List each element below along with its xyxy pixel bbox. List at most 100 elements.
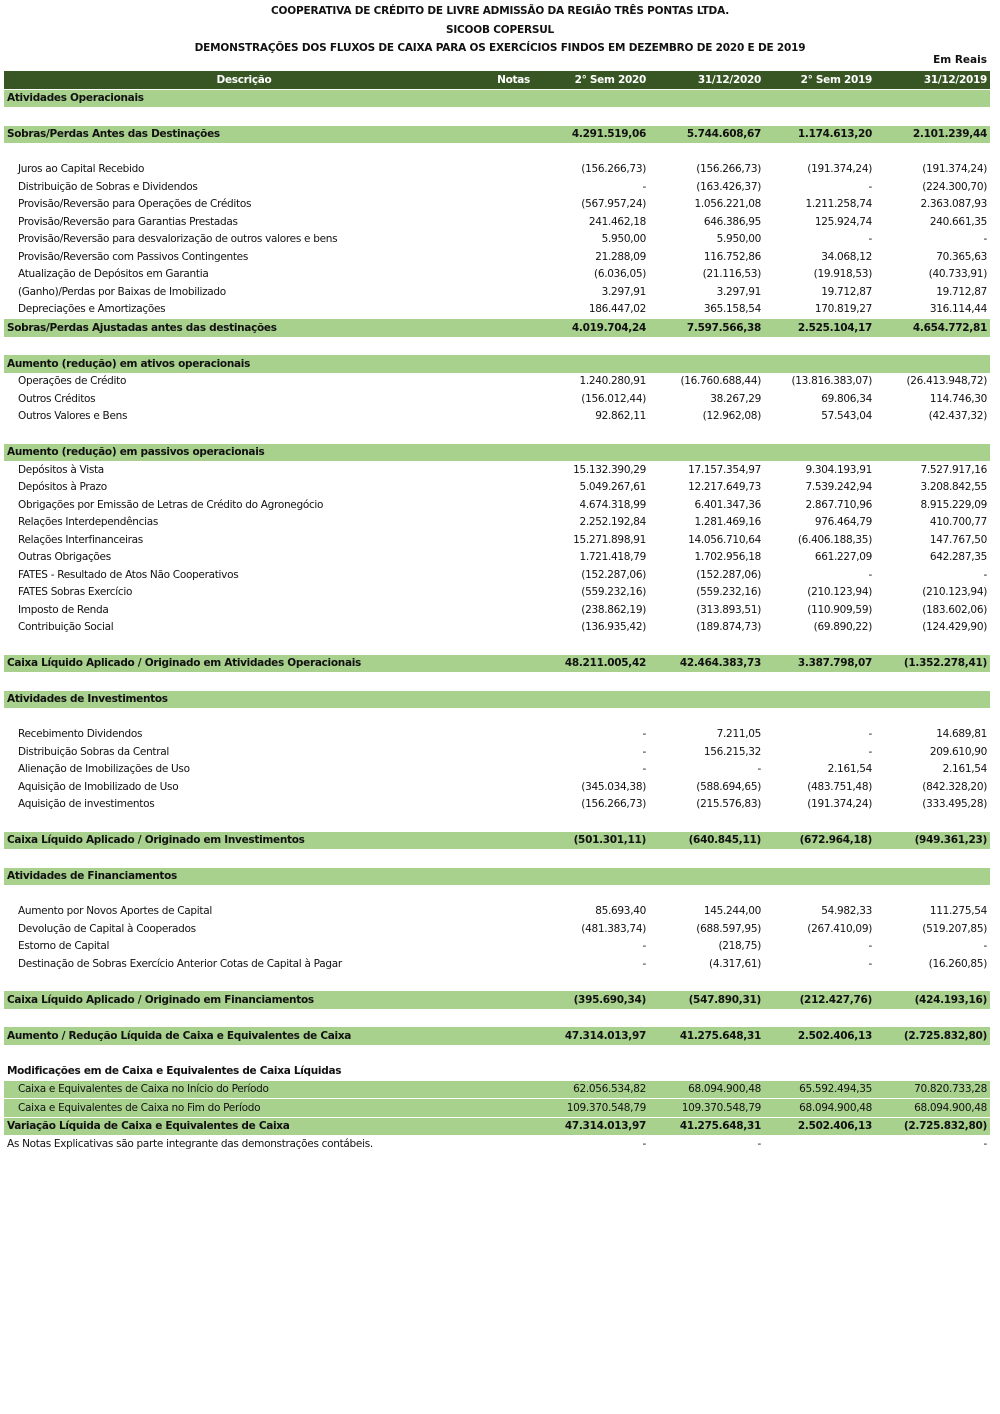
row-value xyxy=(649,443,764,461)
table-row: Operações de Crédito 1.240.280,91 (16.760.… xyxy=(4,373,990,391)
table-row: Caixa e Equivalentes de Caixa no Início … xyxy=(4,1080,990,1099)
row-label: Caixa e Equivalentes de Caixa no Fim do … xyxy=(4,1098,484,1117)
column-header-2sem2019: 2° Sem 2019 xyxy=(764,71,875,89)
row-value: (42.437,32) xyxy=(928,410,988,423)
row-value xyxy=(764,1062,875,1080)
row-notas xyxy=(484,636,542,654)
row-notas xyxy=(484,796,542,814)
row-value xyxy=(875,885,990,903)
table-row: Depreciações e Amortizações 186.447,02 365… xyxy=(4,301,990,319)
total-row: Caixa Líquido Aplicado / Originado em At… xyxy=(4,654,990,672)
row-value: - xyxy=(757,763,762,776)
table-row: Devolução de Capital à Cooperados (481.38… xyxy=(4,920,990,938)
row-notas xyxy=(484,1117,542,1135)
row-label: Caixa Líquido Aplicado / Originado em Fi… xyxy=(4,990,484,1009)
row-notas xyxy=(484,231,542,249)
spacer-row xyxy=(4,1009,990,1027)
total-row: Sobras/Perdas Ajustadas antes das destin… xyxy=(4,318,990,337)
row-value: (212.427,76) xyxy=(764,990,875,1009)
row-label: Aquisição de Imobilizado de Uso xyxy=(18,780,179,793)
document-title: COOPERATIVA DE CRÉDITO DE LIVRE ADMISSÃO… xyxy=(0,2,1000,58)
row-value: - xyxy=(868,957,873,970)
row-value xyxy=(875,143,990,161)
row-label: Provisão/Reversão com Passivos Contingen… xyxy=(18,250,248,263)
row-value: 54.982,33 xyxy=(821,905,872,918)
row-value: (40.733,91) xyxy=(928,268,988,281)
row-value: (156.266,73) xyxy=(581,798,646,811)
row-value: - xyxy=(642,940,647,953)
row-label: Provisão/Reversão para desvalorização de… xyxy=(18,233,338,246)
row-label: Depreciações e Amortizações xyxy=(18,303,166,316)
row-value: (688.597,95) xyxy=(696,922,761,935)
row-value xyxy=(649,337,764,355)
table-row: Alienação de Imobilizações de Uso - - 2.161… xyxy=(4,761,990,779)
row-value: (210.123,94) xyxy=(807,586,872,599)
table-row: Estorno de Capital - (218,75) - - xyxy=(4,938,990,956)
row-value xyxy=(542,425,649,443)
row-value xyxy=(875,708,990,726)
row-value xyxy=(875,354,990,373)
row-value: 2.502.406,13 xyxy=(764,1026,875,1045)
table-row: Obrigações por Emissão de Letras de Créd… xyxy=(4,496,990,514)
row-notas xyxy=(484,143,542,161)
row-notas xyxy=(484,301,542,319)
row-value: (16.760.688,44) xyxy=(680,375,761,388)
row-value: - xyxy=(642,1137,647,1150)
table-row: Distribuição Sobras da Central - 156.215,3… xyxy=(4,743,990,761)
row-value xyxy=(875,89,990,107)
row-value xyxy=(542,690,649,708)
row-value xyxy=(649,849,764,867)
row-label xyxy=(4,337,484,355)
total-row: Aumento / Redução Líquida de Caixa e Equ… xyxy=(4,1026,990,1045)
row-label: Aquisição de investimentos xyxy=(18,798,155,811)
row-value: 7.211,05 xyxy=(716,728,762,741)
row-value: (13.816.383,07) xyxy=(791,375,872,388)
row-value: (152.287,06) xyxy=(696,568,761,581)
row-value: 240.661,35 xyxy=(929,215,987,228)
row-value: 6.401.347,36 xyxy=(694,498,761,511)
title-line-3: DEMONSTRAÇÕES DOS FLUXOS DE CAIXA PARA O… xyxy=(194,42,806,54)
row-value xyxy=(875,1062,990,1080)
row-label xyxy=(4,708,484,726)
row-value xyxy=(649,867,764,885)
row-value: - xyxy=(642,180,647,193)
row-value xyxy=(764,1135,875,1153)
table-row: Provisão/Reversão com Passivos Contingen… xyxy=(4,248,990,266)
row-value: 2.252.192,84 xyxy=(579,516,646,529)
row-value: (345.034,38) xyxy=(581,780,646,793)
spacer-row xyxy=(4,973,990,991)
row-label: Atividades Operacionais xyxy=(4,89,484,107)
row-value: 109.370.548,79 xyxy=(542,1098,649,1117)
row-value xyxy=(764,867,875,885)
total-row: Caixa Líquido Aplicado / Originado em In… xyxy=(4,831,990,849)
row-notas xyxy=(484,654,542,672)
row-value xyxy=(875,973,990,991)
row-label xyxy=(4,636,484,654)
row-value: 1.056.221,08 xyxy=(694,198,761,211)
row-value: (501.301,11) xyxy=(542,831,649,849)
row-label: Aumento (redução) em passivos operaciona… xyxy=(4,443,484,461)
row-value: 109.370.548,79 xyxy=(649,1098,764,1117)
row-notas xyxy=(484,107,542,125)
row-label: Outros Créditos xyxy=(18,392,96,405)
row-label: Destinação de Sobras Exercício Anterior … xyxy=(18,957,342,970)
row-value: 14.056.710,64 xyxy=(688,533,761,546)
row-value xyxy=(542,443,649,461)
row-value xyxy=(875,672,990,690)
row-value: 4.291.519,06 xyxy=(542,125,649,143)
row-value: 48.211.005,42 xyxy=(542,654,649,672)
row-value: (333.495,28) xyxy=(922,798,987,811)
spacer-row xyxy=(4,885,990,903)
row-value: 145.244,00 xyxy=(703,905,761,918)
row-value: 21.288,09 xyxy=(595,250,646,263)
section-header-row: Aumento (redução) em passivos operaciona… xyxy=(4,443,990,461)
row-label: Obrigações por Emissão de Letras de Créd… xyxy=(18,498,324,511)
row-notas xyxy=(484,373,542,391)
row-value: 5.950,00 xyxy=(716,233,762,246)
row-value: (215.576,83) xyxy=(696,798,761,811)
row-value: 1.721.418,79 xyxy=(579,551,646,564)
column-header-31-12-2019: 31/12/2019 xyxy=(875,71,990,89)
row-value: (267.410,09) xyxy=(807,922,872,935)
row-value: (842.328,20) xyxy=(922,780,987,793)
row-value xyxy=(542,1009,649,1027)
